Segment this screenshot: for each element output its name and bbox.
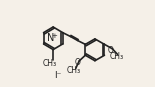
Text: CH₃: CH₃	[43, 59, 57, 68]
Text: +: +	[51, 33, 57, 39]
Text: N: N	[47, 33, 55, 43]
Text: O: O	[75, 58, 81, 67]
Text: I⁻: I⁻	[54, 71, 61, 80]
Text: O: O	[108, 46, 114, 55]
Text: CH₃: CH₃	[109, 52, 123, 61]
Text: CH₃: CH₃	[66, 66, 81, 75]
